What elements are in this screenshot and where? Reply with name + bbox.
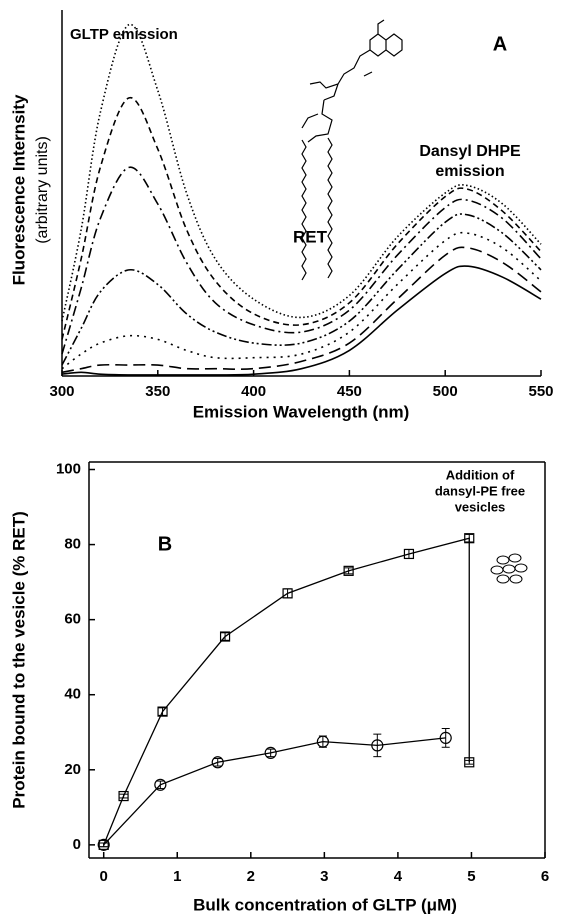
y-tick-label: 60 [64, 611, 81, 628]
spectrum-line [61, 213, 542, 366]
y-tick-label: 0 [73, 836, 81, 853]
spectrum-line [61, 265, 542, 376]
connecting-line [103, 737, 446, 846]
spectrum-line [61, 97, 542, 340]
spectrum-line [61, 246, 542, 374]
square-marker [464, 757, 475, 768]
annotation: RET [293, 227, 328, 246]
x-tick-label: 5 [467, 868, 475, 885]
annotation: Dansyl DHPE [419, 143, 521, 160]
x-tick-label: 450 [337, 383, 362, 400]
x-tick-label: 3 [320, 868, 328, 885]
vesicle-icon [490, 553, 528, 584]
square-marker [98, 839, 109, 850]
circle-marker [97, 838, 110, 851]
y-tick-label: 80 [64, 536, 81, 553]
annotation: GLTP emission [70, 26, 178, 43]
y-axis-sublabel: (arbitrary units) [34, 136, 51, 244]
x-tick-label: 0 [100, 868, 108, 885]
x-tick-label: 300 [49, 383, 74, 400]
annotation: emission [435, 163, 504, 180]
x-axis-label: Emission Wavelength (nm) [193, 402, 410, 421]
x-tick-label: 550 [528, 383, 553, 400]
circle-marker [154, 778, 167, 791]
square-marker [464, 533, 475, 544]
y-axis-label: Fluorescence Internsity [9, 94, 28, 285]
y-tick-label: 20 [64, 761, 81, 778]
square-marker [343, 565, 354, 576]
annotation: dansyl-PE free [435, 483, 525, 498]
spectrum-line [61, 231, 542, 370]
circle-marker [211, 756, 224, 769]
x-tick-label: 500 [433, 383, 458, 400]
square-marker [219, 631, 231, 642]
circle-marker [439, 731, 452, 744]
annotation: A [493, 33, 507, 55]
x-axis-label: Bulk concentration of GLTP (μM) [193, 895, 457, 914]
x-tick-label: 350 [145, 383, 170, 400]
spectrum-line [61, 166, 542, 355]
x-tick-label: 2 [247, 868, 255, 885]
spectrum-line [61, 23, 542, 322]
x-tick-label: 4 [394, 868, 403, 885]
y-axis-label: Protein bound to the vesicle (% RET) [9, 511, 28, 809]
square-marker [118, 790, 129, 802]
square-marker [157, 706, 168, 717]
annotation: B [158, 533, 172, 555]
y-tick-label: 40 [64, 686, 81, 703]
y-tick-label: 100 [56, 460, 81, 477]
annotation: Addition of [446, 467, 515, 482]
x-tick-label: 1 [173, 868, 181, 885]
circle-marker [264, 746, 277, 760]
annotation: vesicles [455, 499, 506, 514]
circle-marker [371, 739, 384, 752]
connecting-line [103, 537, 470, 846]
x-tick-label: 400 [241, 383, 266, 400]
lipid-structure [301, 19, 403, 281]
x-tick-label: 6 [541, 868, 549, 885]
